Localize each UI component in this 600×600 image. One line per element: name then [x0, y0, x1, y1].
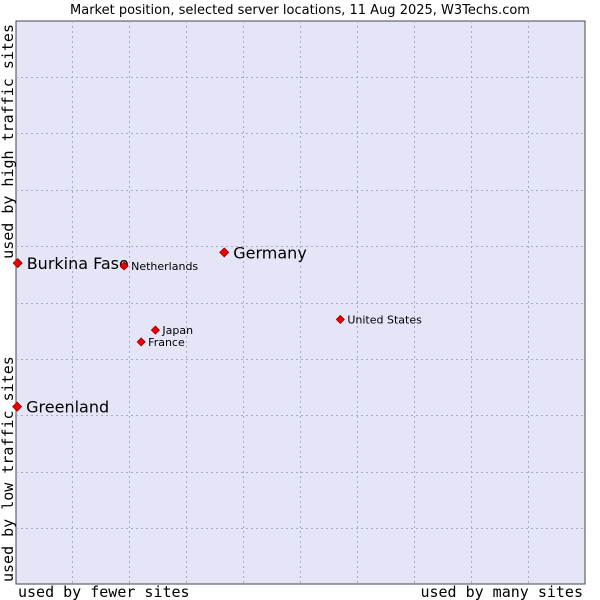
point-label: Germany: [233, 243, 307, 262]
point-label: Netherlands: [131, 260, 198, 273]
point-label: Japan: [161, 324, 193, 337]
point-marker: [119, 261, 129, 271]
y-axis-label-bottom: used by low traffic sites: [0, 356, 17, 582]
point-marker: [12, 401, 23, 412]
chart-title: Market position, selected server locatio…: [70, 3, 530, 18]
data-point: United States: [335, 313, 422, 326]
point-label: Greenland: [26, 398, 109, 417]
data-point: Greenland: [12, 398, 109, 417]
y-axis-label-top: used by high traffic sites: [0, 24, 17, 259]
data-point: Germany: [219, 243, 307, 262]
data-point: France: [136, 336, 185, 349]
point-marker: [12, 258, 23, 269]
point-label: France: [148, 336, 185, 349]
point-label: United States: [347, 313, 422, 326]
x-axis-label-right: used by many sites: [420, 583, 583, 600]
point-marker: [219, 247, 230, 258]
data-point: Netherlands: [119, 260, 198, 273]
data-points: Burkina Faso Netherlands Germany United Sta…: [12, 243, 422, 417]
point-label: Burkina Faso: [27, 254, 129, 273]
point-marker: [150, 325, 160, 335]
data-point: Japan: [150, 324, 193, 337]
x-axis-label-left: used by fewer sites: [18, 583, 190, 600]
point-marker: [136, 337, 146, 347]
point-marker: [335, 314, 345, 324]
grid: [16, 21, 585, 584]
data-point: Burkina Faso: [12, 254, 129, 273]
